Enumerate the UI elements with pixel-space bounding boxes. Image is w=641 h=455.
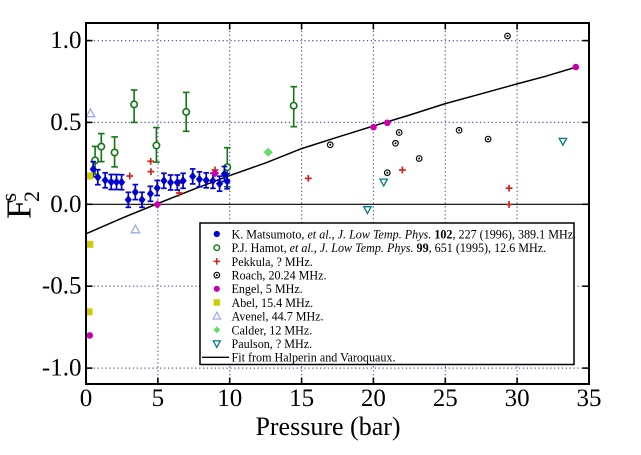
svg-text:s: s: [0, 193, 21, 202]
svg-text:Pekkula, ? MHz.: Pekkula, ? MHz.: [232, 255, 313, 269]
svg-text:30: 30: [505, 385, 530, 412]
svg-text:K. Matsumoto, et al., J. Low T: K. Matsumoto, et al., J. Low Temp. Phys.…: [232, 227, 577, 241]
svg-text:Calder, 12 MHz.: Calder, 12 MHz.: [232, 323, 313, 337]
svg-text:5: 5: [152, 385, 165, 412]
svg-text:2: 2: [19, 191, 44, 202]
svg-text:Avenel, 44.7 MHz.: Avenel, 44.7 MHz.: [232, 310, 324, 324]
svg-text:0: 0: [80, 385, 93, 412]
svg-text:35: 35: [577, 385, 602, 412]
svg-text:Roach, 20.24 MHz.: Roach, 20.24 MHz.: [232, 269, 327, 283]
svg-text:-0.5: -0.5: [42, 273, 82, 300]
svg-text:Pressure (bar): Pressure (bar): [255, 412, 400, 441]
svg-text:Abel, 15.4 MHz.: Abel, 15.4 MHz.: [232, 296, 314, 310]
svg-text:20: 20: [361, 385, 386, 412]
svg-text:1.0: 1.0: [50, 27, 81, 54]
svg-text:15: 15: [289, 385, 314, 412]
svg-text:P.J. Hamot, et al., J. Low Tem: P.J. Hamot, et al., J. Low Temp. Phys. 9…: [232, 241, 547, 255]
svg-text:F: F: [0, 200, 39, 219]
svg-text:-1.0: -1.0: [42, 355, 82, 382]
svg-text:25: 25: [433, 385, 458, 412]
svg-text:Paulson, ? MHz.: Paulson, ? MHz.: [232, 337, 313, 351]
svg-text:Engel, 5 MHz.: Engel, 5 MHz.: [232, 282, 303, 296]
svg-text:0.5: 0.5: [50, 109, 81, 136]
svg-text:10: 10: [217, 385, 242, 412]
svg-text:Fit from Halperin and Varoquau: Fit from Halperin and Varoquaux.: [232, 351, 396, 365]
svg-text:0.0: 0.0: [50, 191, 81, 218]
